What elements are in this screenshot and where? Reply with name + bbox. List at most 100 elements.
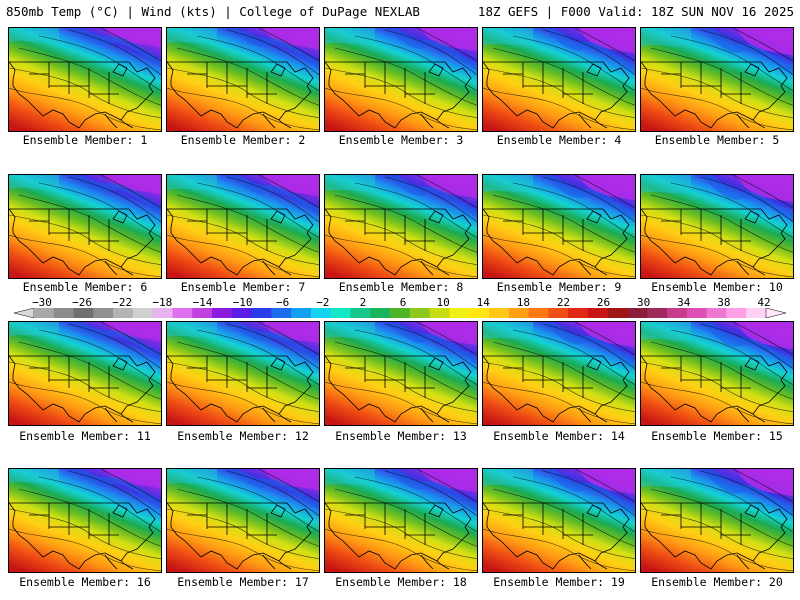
colorbar-segment	[607, 308, 628, 318]
temperature-map	[325, 469, 477, 572]
ensemble-member-map	[482, 27, 636, 132]
colorbar-right-arrow	[765, 308, 786, 318]
colorbar-segment	[390, 308, 411, 318]
ensemble-member-map	[324, 468, 478, 573]
ensemble-member-label: Ensemble Member: 11	[19, 429, 151, 443]
colorbar-tick-label: −6	[276, 296, 290, 309]
map-title: 850mb Temp (°C) | Wind (kts) | College o…	[6, 4, 420, 19]
ensemble-member-label: Ensemble Member: 12	[177, 429, 309, 443]
ensemble-member-map	[166, 468, 320, 573]
colorbar-segment	[706, 308, 727, 318]
colorbar-tick-label: −22	[112, 296, 133, 309]
colorbar-tick-label: −30	[32, 296, 52, 309]
colorbar-tick-label: −14	[192, 296, 213, 309]
ensemble-member-map	[8, 27, 162, 132]
colorbar-tick-label: −2	[316, 296, 330, 309]
colorbar-segment	[73, 308, 94, 318]
temperature-map	[483, 28, 635, 131]
ensemble-member-label: Ensemble Member: 9	[496, 280, 622, 294]
ensemble-member-map	[640, 27, 794, 132]
temperature-map	[483, 175, 635, 278]
colorbar-tick-label: 22	[556, 296, 571, 309]
ensemble-member-map	[482, 174, 636, 279]
colorbar-segment	[113, 308, 134, 318]
temperature-colorbar	[14, 308, 786, 318]
ensemble-member-label: Ensemble Member: 14	[493, 429, 625, 443]
ensemble-member-label: Ensemble Member: 7	[180, 280, 306, 294]
ensemble-member-label: Ensemble Member: 17	[177, 575, 309, 589]
colorbar-segment	[350, 308, 371, 318]
ensemble-member-map	[324, 174, 478, 279]
temperature-map	[167, 469, 319, 572]
temperature-map	[167, 28, 319, 131]
colorbar-tick-label: 34	[677, 296, 691, 309]
colorbar-tick-label: 6	[399, 296, 407, 309]
ensemble-member-label: Ensemble Member: 15	[651, 429, 783, 443]
colorbar-tick-label: 42	[757, 296, 771, 309]
colorbar-segment	[192, 308, 213, 318]
ensemble-member-map	[166, 27, 320, 132]
colorbar-tick-label: −18	[152, 296, 173, 309]
colorbar-segment	[152, 308, 173, 318]
ensemble-member-label: Ensemble Member: 19	[493, 575, 625, 589]
ensemble-member-map	[8, 321, 162, 426]
temperature-map	[483, 322, 635, 425]
ensemble-member-label: Ensemble Member: 8	[338, 280, 464, 294]
colorbar-segment	[409, 308, 431, 318]
temperature-map	[325, 175, 477, 278]
colorbar-segment	[93, 308, 114, 318]
colorbar-tick-label: 26	[596, 296, 611, 309]
colorbar-segment	[568, 308, 589, 318]
colorbar-segment	[489, 308, 510, 318]
temperature-map	[325, 322, 477, 425]
ensemble-member-map	[166, 321, 320, 426]
colorbar-segment	[370, 308, 391, 318]
ensemble-member-label: Ensemble Member: 6	[22, 280, 148, 294]
colorbar-segment	[251, 308, 272, 318]
colorbar-tick-label: −10	[232, 296, 253, 309]
colorbar-left-arrow	[14, 308, 35, 318]
colorbar-tick-label: 10	[436, 296, 450, 309]
temperature-map	[641, 28, 793, 131]
ensemble-member-map	[324, 321, 478, 426]
ensemble-member-label: Ensemble Member: 18	[335, 575, 467, 589]
colorbar-tick-label: 2	[359, 296, 367, 309]
ensemble-member-label: Ensemble Member: 2	[180, 133, 306, 147]
temperature-map	[641, 322, 793, 425]
colorbar-segment	[627, 308, 648, 318]
colorbar-segment	[508, 308, 529, 318]
ensemble-member-label: Ensemble Member: 3	[338, 133, 464, 147]
colorbar-segment	[647, 308, 668, 318]
ensemble-member-map	[482, 321, 636, 426]
model-valid-time: 18Z GEFS | F000 Valid: 18Z SUN NOV 16 20…	[477, 4, 794, 19]
ensemble-member-map	[482, 468, 636, 573]
ensemble-member-label: Ensemble Member: 13	[335, 429, 467, 443]
ensemble-member-map	[324, 27, 478, 132]
temperature-map	[641, 175, 793, 278]
colorbar-segment	[726, 308, 747, 318]
colorbar-segment	[53, 308, 74, 318]
colorbar-segment	[548, 308, 569, 318]
colorbar-segment	[330, 308, 351, 318]
temperature-map	[641, 469, 793, 572]
colorbar-tick-label: 14	[476, 296, 490, 309]
ensemble-member-map	[640, 468, 794, 573]
colorbar-segment	[34, 308, 55, 318]
ensemble-member-label: Ensemble Member: 4	[496, 133, 622, 147]
temperature-map	[9, 175, 161, 278]
colorbar-segment	[686, 308, 708, 318]
temperature-map	[9, 469, 161, 572]
ensemble-member-label: Ensemble Member: 20	[651, 575, 783, 589]
ensemble-member-label: Ensemble Member: 5	[654, 133, 780, 147]
ensemble-member-label: Ensemble Member: 1	[22, 133, 148, 147]
colorbar-tick-label: 18	[516, 296, 530, 309]
temperature-map	[167, 175, 319, 278]
colorbar-segment	[429, 308, 450, 318]
colorbar-segment	[212, 308, 233, 318]
colorbar-segment	[587, 308, 609, 318]
ensemble-member-map	[166, 174, 320, 279]
colorbar-segment	[667, 308, 688, 318]
colorbar-segment	[291, 308, 312, 318]
colorbar-segment	[310, 308, 332, 318]
colorbar-segment	[132, 308, 154, 318]
